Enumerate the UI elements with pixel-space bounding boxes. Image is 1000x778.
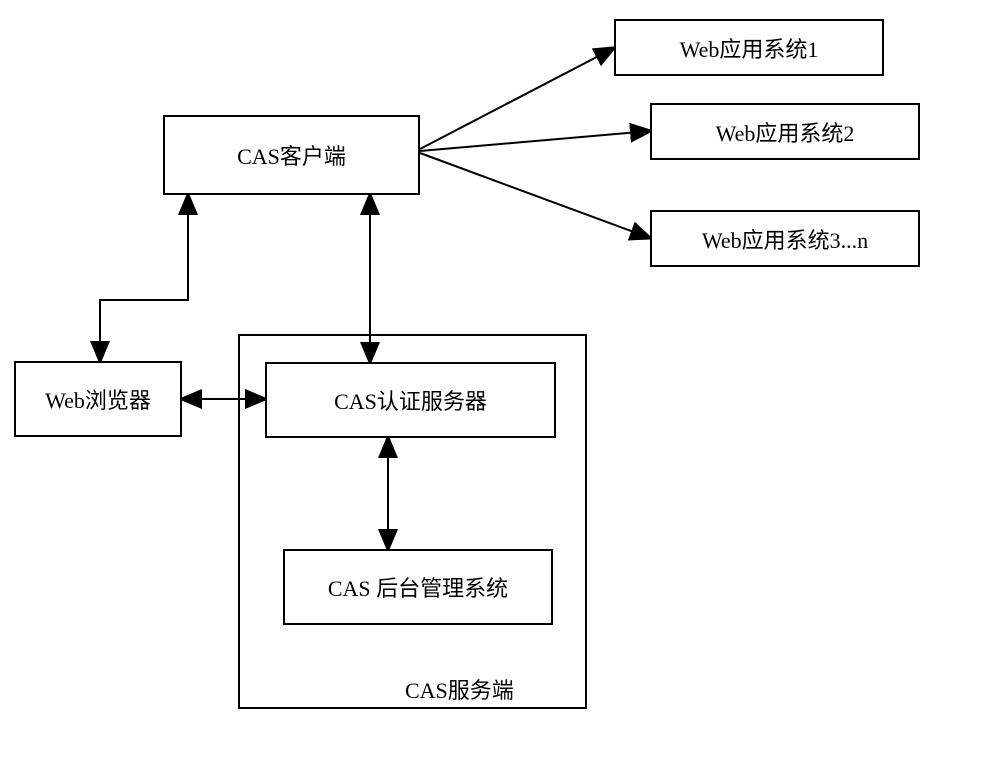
web-app-3n-box: Web应用系统3...n (650, 210, 920, 267)
cas-auth-server-label: CAS认证服务器 (334, 384, 487, 416)
web-app-3n-label: Web应用系统3...n (702, 223, 868, 255)
cas-client-label: CAS客户端 (237, 139, 346, 171)
cas-admin-system-label: CAS 后台管理系统 (328, 571, 508, 603)
cas-client-box: CAS客户端 (163, 115, 420, 195)
web-app-2-label: Web应用系统2 (716, 116, 855, 148)
web-browser-label: Web浏览器 (45, 383, 151, 415)
web-app-1-label: Web应用系统1 (680, 32, 819, 64)
cas-server-container-label: CAS服务端 (405, 673, 514, 705)
web-app-2-box: Web应用系统2 (650, 103, 920, 160)
cas-auth-server-box: CAS认证服务器 (265, 362, 556, 438)
web-browser-box: Web浏览器 (14, 361, 182, 437)
cas-admin-system-box: CAS 后台管理系统 (283, 549, 553, 625)
web-app-1-box: Web应用系统1 (614, 19, 884, 76)
